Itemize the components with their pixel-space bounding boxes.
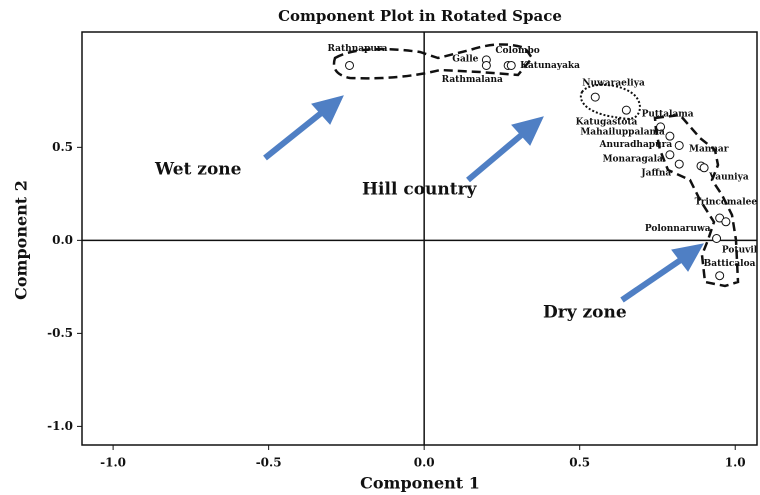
annotation: Hill country	[362, 180, 478, 200]
point	[699, 163, 709, 173]
x-tick-label: 0.5	[569, 456, 590, 470]
x-tick-label: -1.0	[100, 456, 126, 470]
point-label: Anuradhapura	[599, 140, 673, 150]
point-label: Mannar	[689, 144, 729, 154]
point-label: Galle	[452, 54, 478, 64]
arrow-head	[511, 116, 544, 146]
point-label: Potuvil	[722, 245, 758, 255]
point-label: Batticaloa	[704, 259, 756, 269]
arrow-head	[671, 243, 704, 272]
point-label: Vauniya	[708, 172, 749, 182]
point	[721, 217, 731, 227]
annotation: Wet zone	[154, 160, 242, 180]
chart-title: Component Plot in Rotated Space	[278, 7, 562, 25]
wet-zone-outline	[332, 43, 534, 80]
point	[621, 105, 631, 115]
point-label: Puttalama	[642, 109, 694, 119]
x-tick-label: -0.5	[256, 456, 282, 470]
y-axis-label: Component 2	[12, 180, 31, 300]
y-tick-label: -1.0	[47, 419, 73, 433]
point	[656, 122, 666, 132]
arrow	[466, 129, 527, 183]
point	[345, 60, 355, 70]
arrow	[263, 107, 327, 161]
point-label: Rathnapura	[328, 44, 388, 54]
x-tick-label: 1.0	[725, 456, 746, 470]
plot-frame	[81, 31, 758, 446]
point-label: Trincomalee	[695, 198, 758, 208]
point	[481, 60, 491, 70]
point-label: Mahailuppalama	[580, 128, 665, 138]
point	[715, 271, 725, 281]
point-label: Monaragala	[603, 154, 663, 164]
point-label: Colombo	[495, 46, 539, 56]
y-tick-label: 0.0	[52, 233, 73, 247]
point	[665, 131, 675, 141]
point-label: Nuwaraeliya	[582, 79, 645, 89]
point	[674, 140, 684, 150]
arrows	[263, 95, 704, 303]
point-label: Rathmalana	[442, 75, 503, 85]
x-tick-label: 0.0	[414, 456, 435, 470]
point	[665, 150, 675, 160]
arrow	[620, 254, 687, 303]
x-axis-label: Component 1	[360, 474, 480, 493]
point-label: Katugastota	[576, 118, 638, 128]
point	[590, 92, 600, 102]
point	[506, 60, 516, 70]
annotation: Dry zone	[543, 303, 627, 323]
point-label: Polonnaruwa	[645, 224, 711, 234]
y-tick-label: 0.5	[52, 140, 73, 154]
point-label: Jaffna	[640, 169, 671, 179]
dry-zone-outline	[653, 113, 740, 288]
point-label: Katunayaka	[520, 61, 580, 71]
point	[674, 159, 684, 169]
hill-country-outline	[579, 83, 642, 120]
arrow-head	[311, 95, 344, 125]
point	[712, 234, 722, 243]
y-tick-label: -0.5	[47, 326, 73, 340]
